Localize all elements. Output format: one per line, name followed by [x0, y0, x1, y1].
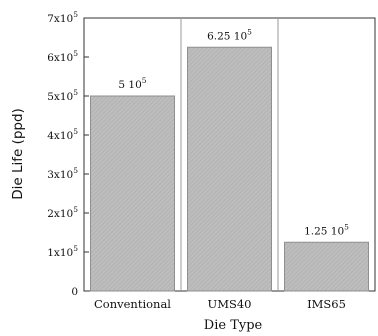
y-tick-label: 6x105 — [47, 49, 78, 64]
y-axis-ticks: 0 1x105 2x105 3x105 4x105 5x105 6x105 7x105 — [47, 10, 89, 298]
y-tick-label: 7x105 — [47, 10, 78, 25]
bar-conventional — [90, 95, 175, 292]
data-label: 6.25 105 — [207, 27, 252, 42]
x-axis-categories: Conventional UMS40 IMS65 — [94, 297, 346, 311]
bar-ums40 — [187, 46, 272, 292]
x-tick-label: UMS40 — [208, 297, 252, 311]
y-tick-label: 1x105 — [47, 244, 78, 259]
y-tick-label: 5x105 — [47, 88, 78, 103]
x-tick-label: Conventional — [94, 297, 171, 311]
data-label: 5 105 — [118, 76, 146, 91]
y-tick-label: 3x105 — [47, 166, 78, 181]
x-axis-title: Die Type — [204, 318, 263, 333]
y-tick-label: 2x105 — [47, 205, 78, 220]
x-tick-label: IMS65 — [307, 297, 346, 311]
y-axis-title: Die Life (ppd) — [10, 108, 26, 200]
data-label: 1.25 105 — [304, 222, 349, 237]
bar-ims65 — [284, 241, 369, 292]
bars-group — [90, 46, 369, 292]
y-tick-label: 0 — [71, 286, 78, 298]
data-labels: 5 105 6.25 105 1.25 105 — [118, 27, 349, 237]
y-tick-label: 4x105 — [47, 127, 78, 142]
